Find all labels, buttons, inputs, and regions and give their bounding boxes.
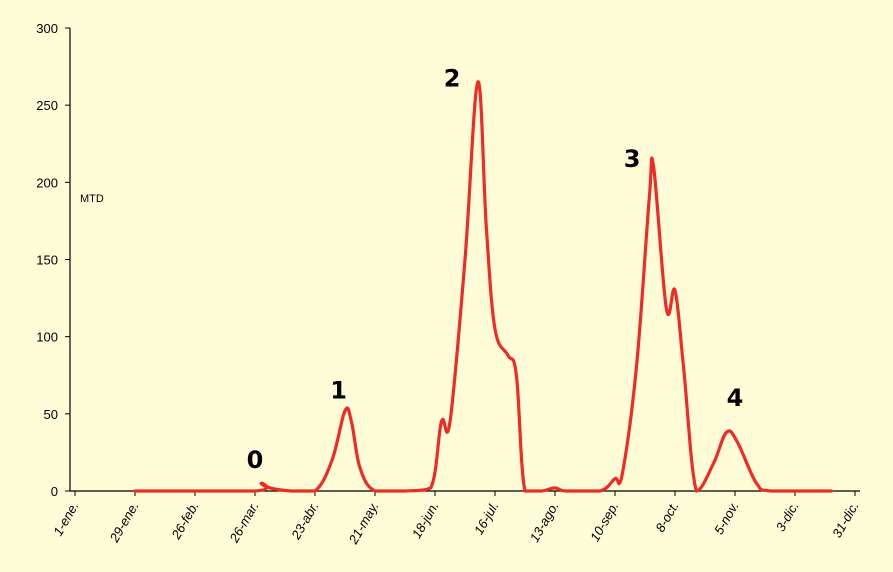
peak-annotation: 0: [247, 446, 264, 474]
y-tick-label: 50: [44, 407, 58, 422]
y-tick-label: 250: [36, 98, 58, 113]
y-axis-label: MTD: [80, 193, 104, 205]
y-tick-label: 300: [36, 21, 58, 36]
y-tick-label: 0: [51, 484, 58, 499]
y-ticks: 0 50 100 150 200 250 300: [36, 21, 70, 499]
y-tick-label: 100: [36, 330, 58, 345]
y-tick-label: 150: [36, 253, 58, 268]
peak-annotation: 2: [444, 65, 461, 93]
annotations: 0 1 2 3 4: [247, 65, 744, 474]
y-tick-label: 200: [36, 175, 58, 190]
peak-annotation: 4: [727, 384, 744, 412]
series-line: [133, 80, 833, 493]
peak-annotation: 1: [330, 376, 347, 404]
peak-annotation: 3: [624, 145, 641, 173]
